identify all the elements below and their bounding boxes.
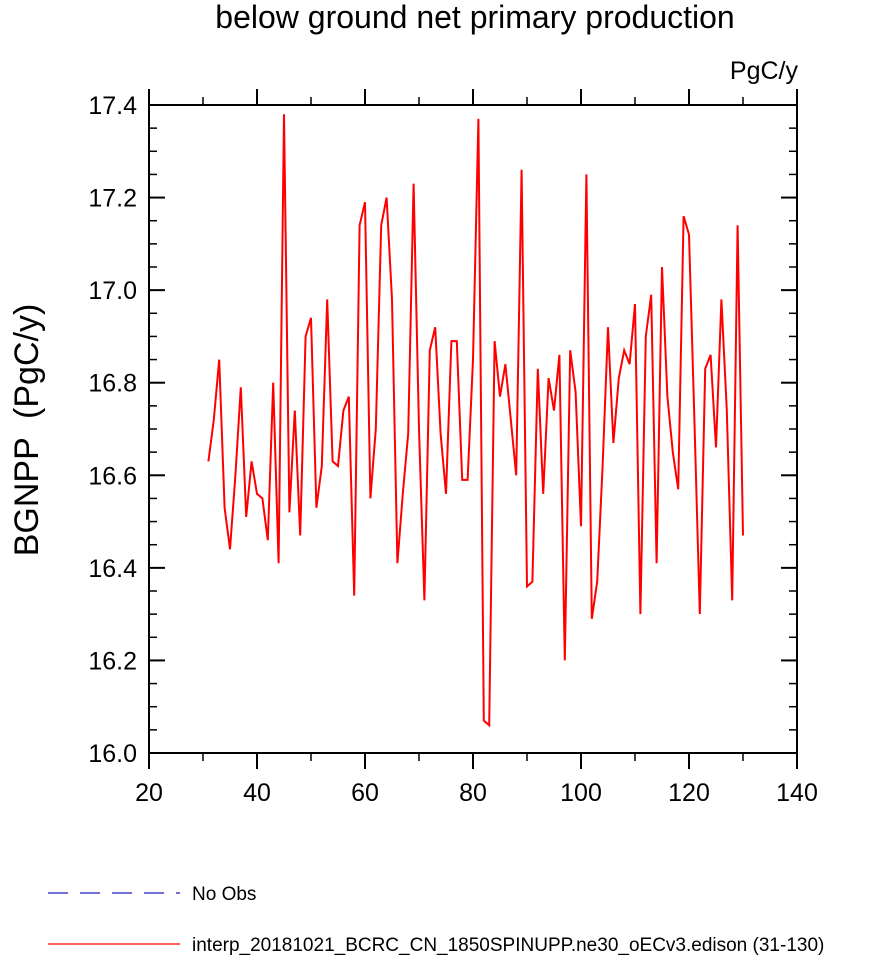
- legend-label: No Obs: [192, 884, 256, 905]
- y-axis: 16.0 16.2 16.4 16.6 16.8 17.0 17.2 17.4: [88, 92, 797, 768]
- y-tick-label: 16.4: [88, 555, 137, 583]
- legend-label: interp_20181021_BCRC_CN_1850SPINUPP.ne30…: [192, 935, 824, 956]
- x-tick-label: 20: [135, 779, 163, 807]
- x-tick-label: 80: [459, 779, 487, 807]
- x-tick-label: 140: [776, 779, 818, 807]
- plot-frame: [148, 104, 798, 754]
- y-tick-label: 17.0: [88, 277, 137, 305]
- y-tick-label: 16.8: [88, 370, 137, 398]
- y-tick-label: 16.0: [88, 740, 137, 768]
- y-axis-label: BGNPP (PgC/y): [8, 304, 46, 557]
- chart-title: below ground net primary production: [215, 0, 734, 35]
- series-group: [207, 114, 744, 728]
- x-tick-label: 40: [243, 779, 271, 807]
- y-tick-label: 17.2: [88, 185, 137, 213]
- y-tick-label: 16.2: [88, 647, 137, 675]
- legend: No Obs interp_20181021_BCRC_CN_1850SPINUP…: [48, 884, 824, 956]
- y-tick-label: 16.6: [88, 462, 137, 490]
- series-line: [207, 114, 744, 728]
- x-tick-label: 120: [668, 779, 710, 807]
- x-tick-label: 60: [351, 779, 379, 807]
- x-tick-label: 100: [560, 779, 602, 807]
- y-tick-label: 17.4: [88, 92, 137, 120]
- x-axis: 20 40 60 80 100 120 140: [135, 89, 818, 807]
- units-label: PgC/y: [730, 57, 799, 85]
